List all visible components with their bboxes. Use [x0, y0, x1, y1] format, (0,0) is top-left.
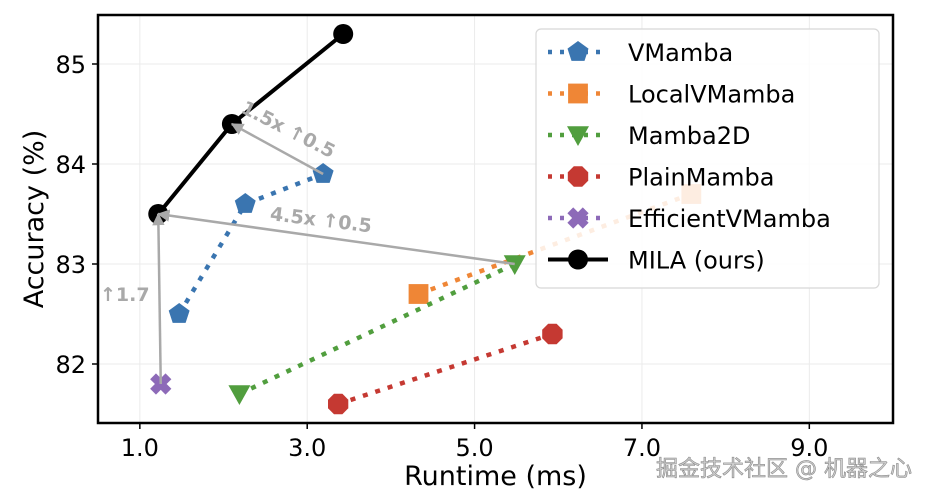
annotation-label: 1.5x ↑0.5 [238, 97, 339, 163]
x-tick-label: 5.0 [455, 434, 493, 462]
legend-label: PlainMamba [628, 164, 774, 192]
legend-marker [567, 126, 589, 146]
legend-box [535, 28, 880, 289]
legend-label: VMamba [628, 39, 733, 67]
legend-label: EfficientVMamba [628, 205, 831, 233]
series-line-mamba2d [238, 261, 516, 397]
data-point-vmamba [234, 193, 256, 213]
y-axis-ticks: 82 83 84 85 [55, 51, 98, 379]
data-point-mila-ours [333, 24, 354, 44]
legend-item-vmamba: VMamba [548, 39, 733, 67]
legend-item-plainmamba: PlainMamba [548, 164, 774, 192]
y-tick-label: 85 [55, 51, 86, 79]
legend-item-localvmamba: LocalVMamba [548, 81, 795, 109]
series-line-plainmamba [337, 331, 554, 407]
data-point-localvmamba [408, 284, 429, 304]
legend-item-mamba2d: Mamba2D [548, 122, 750, 150]
data-point-plainmamba [328, 393, 349, 415]
legend-item-efficientvmamba: EfficientVMamba [548, 205, 831, 233]
legend-label: MILA (ours) [628, 247, 765, 275]
series-line-vmamba [177, 171, 324, 316]
x-tick-label: 1.0 [121, 434, 159, 462]
annotation-arrow [157, 209, 515, 266]
x-tick-label: 7.0 [623, 434, 661, 462]
legend-marker [568, 249, 588, 270]
series-mamba2d [228, 255, 526, 405]
annotation-arrow [152, 212, 165, 385]
legend-marker [567, 41, 589, 61]
legend-marker [567, 166, 589, 187]
y-tick-label: 83 [55, 251, 86, 279]
y-axis-label: Accuracy (%) [19, 130, 50, 309]
data-point-mamba2d [228, 385, 251, 405]
y-tick-label: 82 [55, 351, 86, 379]
legend-item-mila-ours: MILA (ours) [548, 247, 765, 275]
series-plainmamba [328, 323, 563, 415]
x-tick-label: 3.0 [288, 434, 326, 462]
x-tick-label: 9.0 [790, 434, 828, 462]
x-axis-ticks: 1.0 3.0 5.0 7.0 9.0 [121, 423, 828, 462]
series-vmamba [168, 163, 334, 323]
plot-frame [96, 13, 895, 425]
watermark-text: 掘金技术社区 @ 机器之心 [656, 457, 912, 482]
series-mila-ours [148, 24, 354, 224]
legend-marker [568, 83, 588, 104]
data-point-plainmamba [542, 323, 563, 345]
legend-label: LocalVMamba [628, 81, 795, 109]
data-point-mamba2d [503, 255, 526, 275]
series-line-mila-ours [156, 32, 345, 216]
legend-marker [567, 207, 589, 229]
legend-label: Mamba2D [628, 122, 750, 150]
legend: VMamba LocalVMamba Mamba2D PlainMamba Effici… [535, 28, 880, 289]
annotation-arrow [230, 122, 324, 176]
y-tick-label: 84 [55, 151, 86, 179]
data-point-vmamba [168, 303, 190, 323]
annotation-label: ↑1.7 [100, 284, 150, 306]
x-axis-label: Runtime (ms) [404, 461, 587, 492]
